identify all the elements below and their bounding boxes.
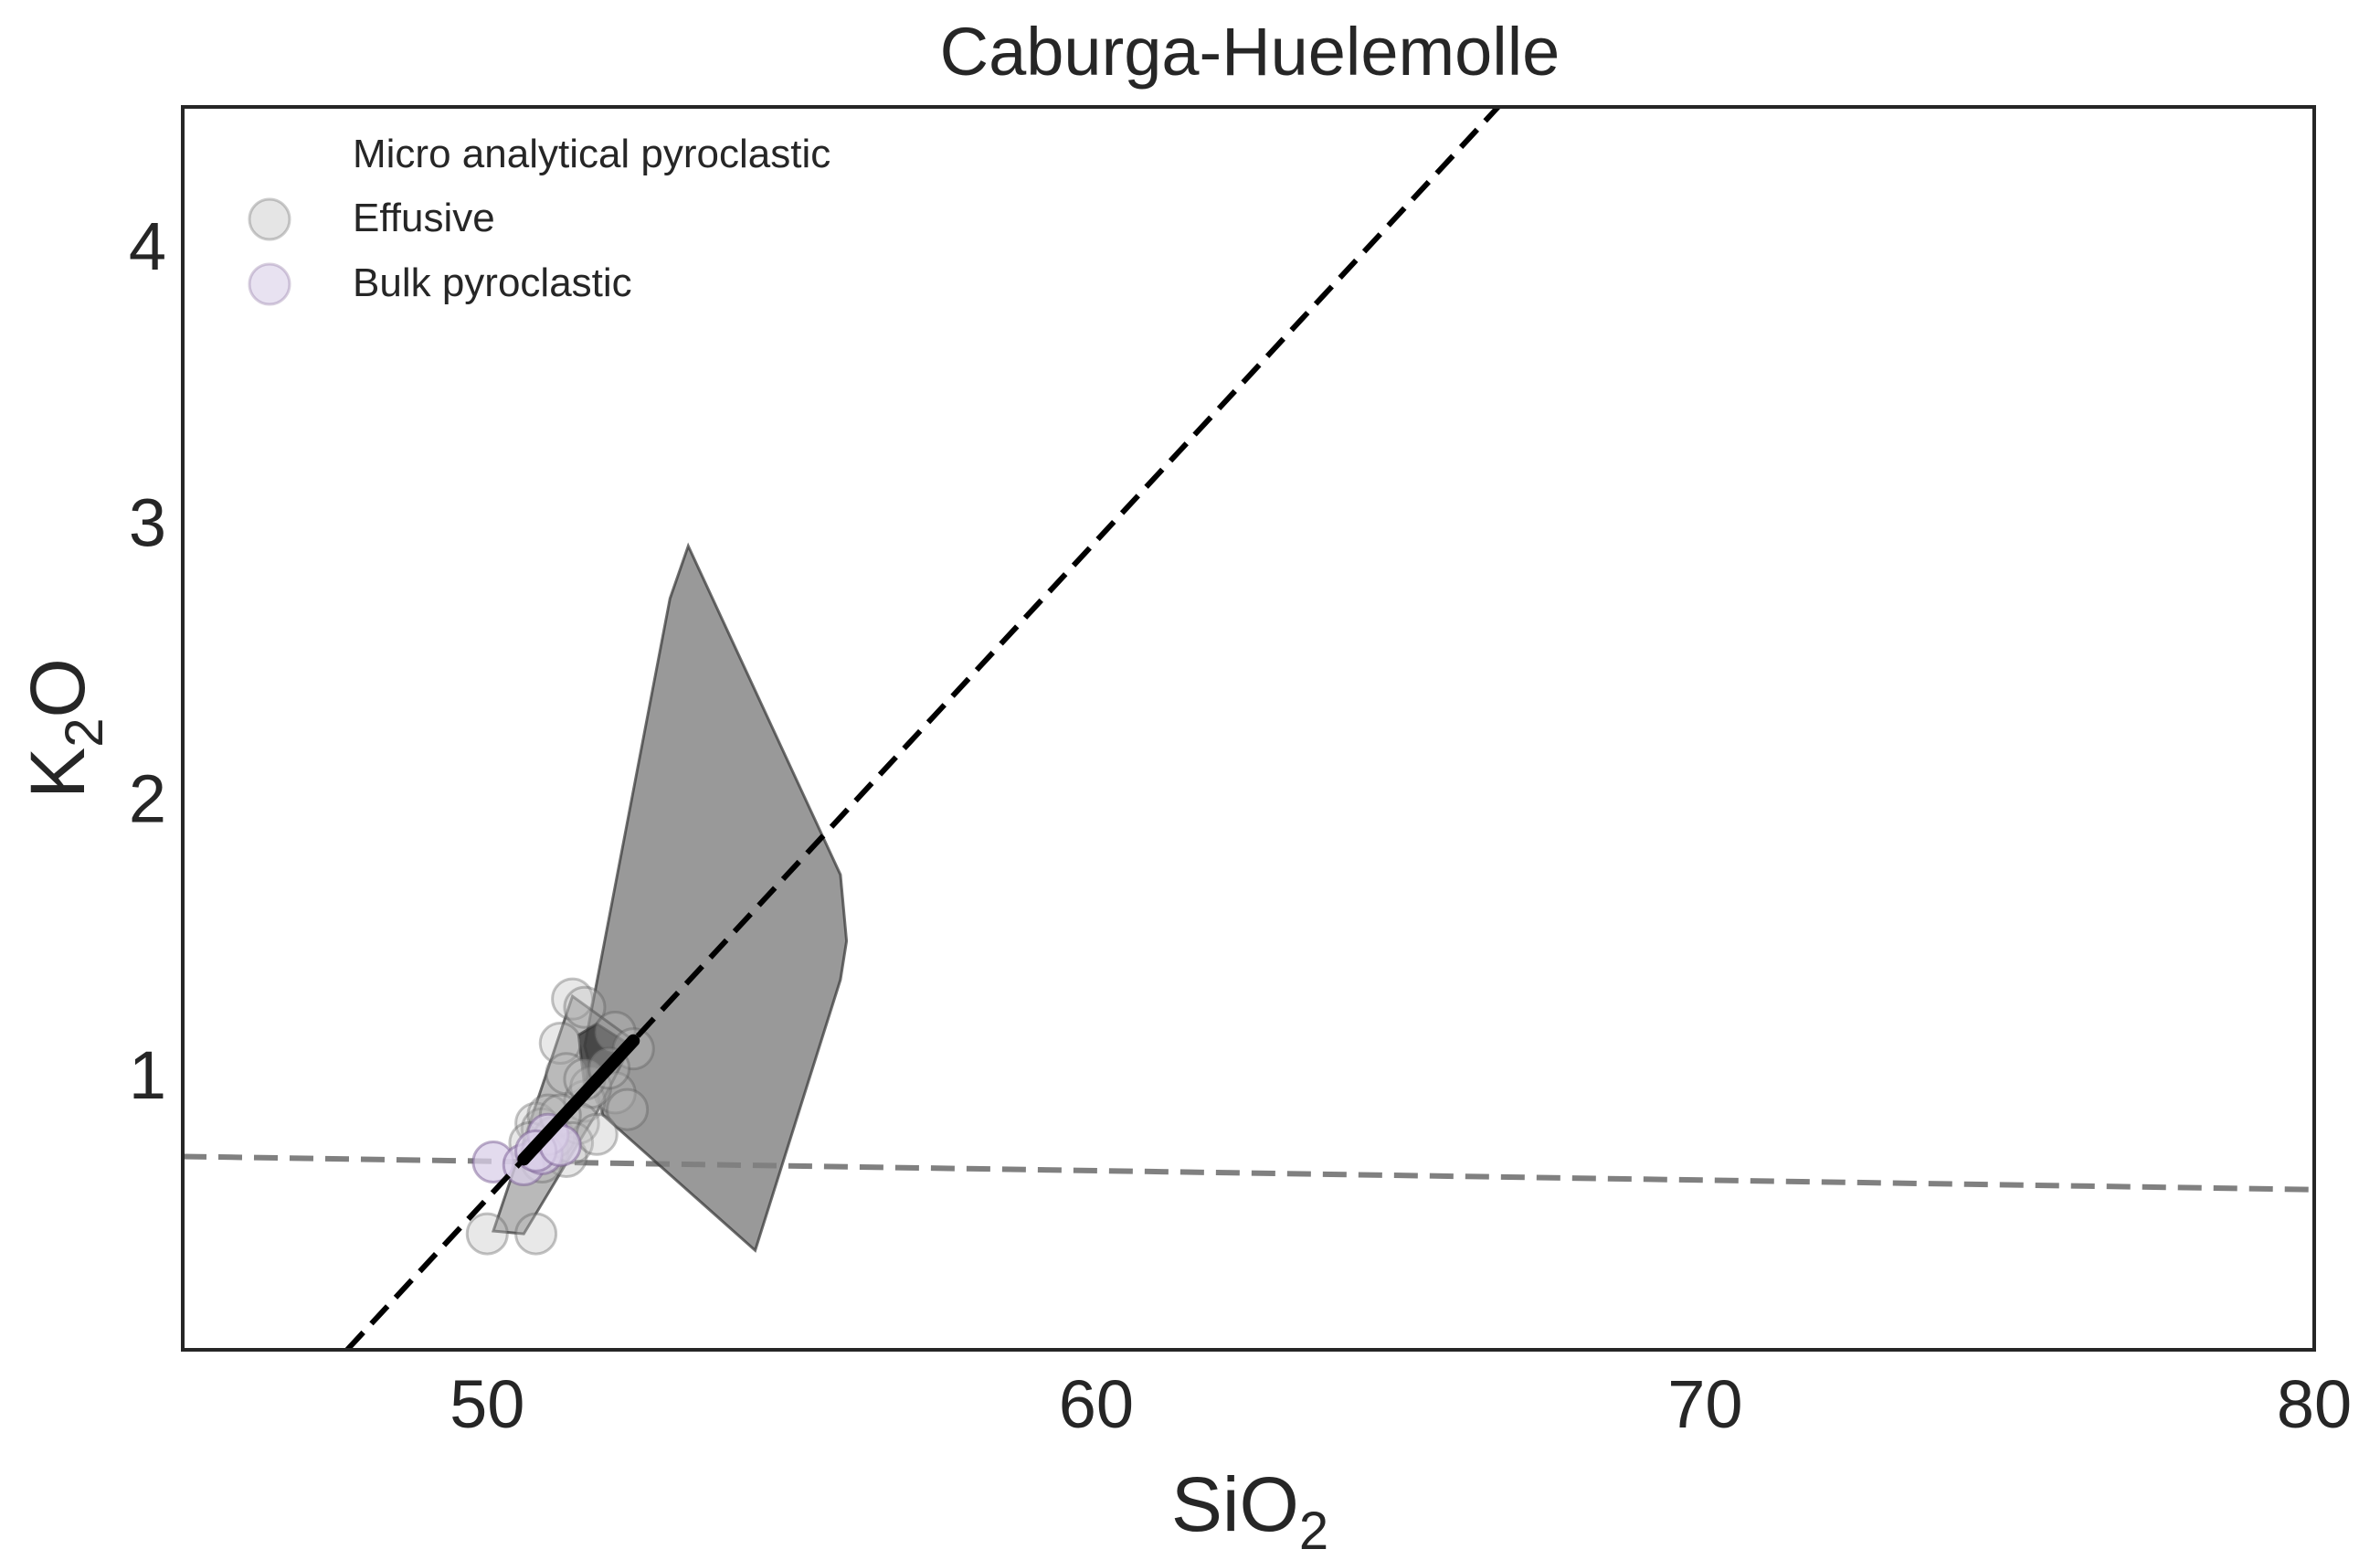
effusive-point [514, 1212, 558, 1256]
hull-effusive [583, 542, 849, 1253]
effusive-point [606, 1088, 650, 1131]
y-tick-label: 4 [129, 208, 166, 284]
legend-marker [248, 262, 291, 306]
x-tick-label: 70 [1667, 1366, 1742, 1442]
legend-label: Effusive [353, 196, 495, 240]
y-tick-label: 3 [129, 484, 166, 560]
effusive-point [545, 1052, 588, 1096]
x-axis-label: SiO2 [1171, 1461, 1328, 1560]
regression-line-core [517, 1034, 640, 1166]
x-tick-label: 50 [450, 1366, 524, 1442]
effusive-point [563, 985, 607, 1029]
x-axis-label-base: SiO [1171, 1461, 1299, 1547]
y-axis-label: K2O [15, 658, 114, 799]
legend: Micro analytical pyroclastic Effusive Bulk… [248, 132, 830, 306]
y-tick-label: 1 [129, 1037, 166, 1113]
legend-label: Bulk pyroclastic [353, 260, 632, 305]
effusive-point [551, 977, 595, 1021]
effusive-point [575, 1112, 619, 1156]
effusive-point [593, 1071, 637, 1115]
y-axis-label-base: K [15, 748, 100, 799]
effusive-point [465, 1212, 509, 1256]
x-tick-label: 60 [1059, 1366, 1134, 1442]
plot-frame [181, 105, 2316, 1352]
y-axis-label-tail: O [15, 658, 100, 717]
chart-title: Caburga-Huelemolle [940, 14, 1560, 90]
regression-line [344, 107, 1500, 1350]
effusive-point [538, 1022, 582, 1066]
y-tick-labels: 1 2 3 4 [129, 208, 166, 1113]
y-axis-label-subscript: 2 [55, 718, 114, 748]
x-tick-label: 80 [2277, 1366, 2352, 1442]
x-axis-label-subscript: 2 [1299, 1502, 1328, 1560]
x-tick-labels: 50 60 70 80 [450, 1366, 2352, 1442]
plot-content [183, 107, 2314, 1350]
legend-label: Micro analytical pyroclastic [353, 132, 830, 176]
legend-marker [248, 197, 291, 241]
plot-area [183, 107, 2314, 1350]
y-tick-label: 2 [129, 761, 166, 837]
